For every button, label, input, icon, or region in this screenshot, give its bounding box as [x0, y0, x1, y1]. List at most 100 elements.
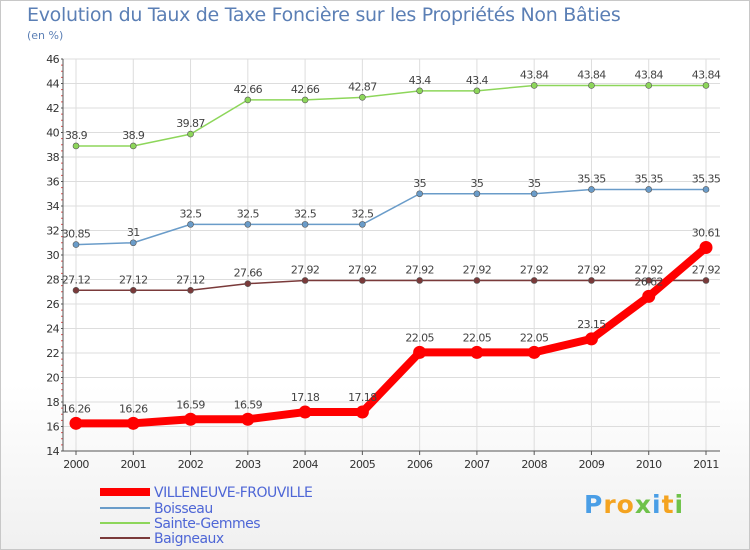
data-point [244, 96, 252, 104]
data-point [588, 277, 595, 284]
data-point [298, 405, 312, 419]
data-point [416, 277, 423, 284]
data-label: 27.92 [291, 263, 320, 276]
data-label: 27.92 [405, 263, 434, 276]
data-point [416, 87, 423, 95]
y-tick-label: 44 [46, 78, 59, 91]
data-point [413, 345, 427, 359]
data-point [702, 82, 710, 89]
data-label: 17.18 [291, 391, 320, 404]
data-point [473, 190, 481, 198]
data-label: 22.05 [463, 331, 492, 344]
data-point [645, 277, 653, 284]
y-tick-label: 16 [46, 421, 59, 434]
data-label: 27.92 [463, 263, 492, 276]
data-label: 38.9 [65, 129, 88, 142]
data-point [301, 277, 309, 284]
data-label: 27.92 [634, 263, 663, 276]
data-label: 30.61 [692, 227, 721, 240]
data-label: 32.5 [179, 207, 202, 220]
data-point [530, 190, 538, 198]
data-point [645, 82, 653, 89]
y-tick-label: 14 [46, 445, 59, 458]
data-label: 43.4 [409, 74, 432, 87]
y-tick-label: 46 [46, 53, 59, 66]
data-point [473, 277, 481, 284]
legend-label: Baigneaux [154, 531, 224, 547]
y-axis-unit-label: (en %) [27, 29, 64, 42]
logo-letter: i [674, 490, 685, 519]
data-point [72, 241, 80, 248]
y-tick-label: 18 [46, 396, 59, 409]
logo-letter: x [634, 490, 652, 519]
data-label: 31 [127, 226, 140, 239]
x-tick-label: 2003 [235, 458, 261, 471]
data-point [241, 412, 255, 426]
data-label: 27.12 [62, 273, 91, 286]
data-label: 27.12 [176, 273, 205, 286]
series-line [76, 84, 706, 147]
data-point [301, 221, 309, 228]
data-point [244, 280, 252, 287]
data-point [129, 286, 137, 294]
data-point [527, 345, 541, 359]
data-point [416, 190, 423, 198]
data-point [359, 94, 366, 101]
data-point [184, 412, 198, 426]
data-point [187, 130, 194, 138]
data-label: 30.85 [62, 228, 91, 241]
data-point [69, 416, 83, 430]
legend-label: Sainte-Gemmes [154, 516, 260, 532]
y-tick-label: 34 [46, 200, 59, 213]
y-tick-label: 28 [46, 274, 59, 287]
data-point [187, 286, 194, 294]
data-point [530, 277, 538, 284]
data-point [470, 345, 484, 359]
y-tick-label: 30 [46, 249, 59, 262]
y-tick-label: 38 [46, 151, 59, 164]
data-point [588, 186, 595, 193]
y-tick-label: 42 [46, 102, 59, 115]
data-label: 43.84 [520, 68, 549, 81]
data-label: 42.66 [291, 83, 320, 96]
data-label: 27.92 [577, 263, 606, 276]
data-point [642, 289, 656, 303]
legend-label: Boisseau [154, 501, 213, 517]
data-point [699, 241, 713, 255]
data-point [645, 186, 653, 193]
data-label: 16.59 [234, 398, 263, 411]
data-label: 39.87 [176, 117, 205, 130]
logo-letter: r [603, 490, 617, 519]
y-tick-label: 22 [46, 347, 59, 360]
x-tick-label: 2000 [63, 458, 89, 471]
data-point [584, 332, 598, 346]
data-label: 23.15 [577, 318, 606, 331]
y-tick-label: 20 [46, 372, 59, 385]
data-label: 35 [528, 177, 541, 190]
data-label: 42.87 [348, 80, 377, 93]
data-label: 35 [471, 177, 484, 190]
y-tick-label: 32 [46, 225, 59, 238]
data-point [129, 239, 137, 247]
data-point [129, 142, 137, 150]
data-point [72, 286, 80, 294]
x-tick-label: 2007 [464, 458, 490, 471]
data-label: 27.66 [234, 267, 263, 280]
data-label: 35 [413, 177, 426, 190]
data-label: 38.9 [122, 129, 145, 142]
data-label: 32.5 [237, 207, 260, 220]
y-tick-label: 24 [46, 323, 59, 336]
data-label-layer: 38.9 38.9 39.87 42.66 42.66 42.87 43.4 43.4 43.8… [62, 68, 722, 415]
chart-title: Evolution du Taux de Taxe Foncière sur l… [27, 4, 621, 26]
legend: VILLENEUVE-FROUVILLEBoisseauSainte-Gemme… [100, 485, 313, 547]
data-label: 16.26 [62, 402, 91, 415]
data-point [702, 277, 710, 284]
data-point [359, 277, 366, 284]
data-point [702, 186, 710, 193]
series-line [76, 279, 706, 292]
data-label: 43.84 [634, 68, 663, 81]
logo-letter: P [584, 490, 604, 519]
grid-layer [63, 58, 720, 452]
